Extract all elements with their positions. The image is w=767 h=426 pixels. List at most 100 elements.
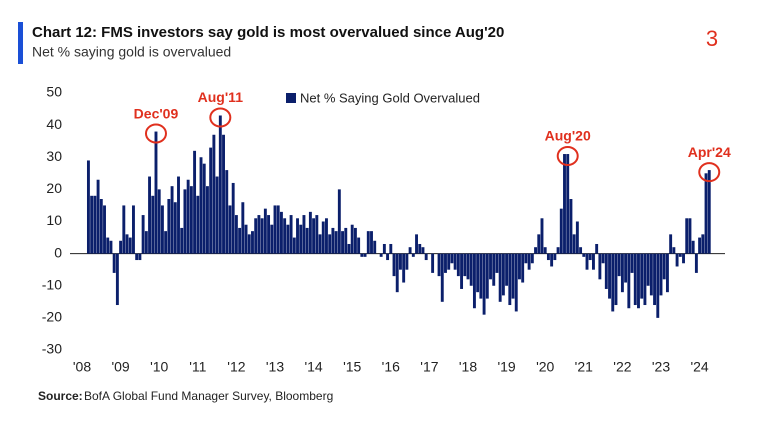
bar xyxy=(186,179,190,254)
bar xyxy=(608,253,611,299)
bar xyxy=(334,231,338,254)
bar xyxy=(479,253,483,299)
y-tick-label: 40 xyxy=(46,116,62,132)
bar xyxy=(675,253,679,267)
bar xyxy=(511,253,515,299)
source: BofA Global Fund Manager Survey, Bloombe… xyxy=(84,389,333,403)
bar xyxy=(228,205,232,254)
bar xyxy=(286,224,290,254)
x-tick-label: '18 xyxy=(459,359,477,375)
bar xyxy=(167,199,171,254)
bar xyxy=(283,218,287,254)
x-tick-label: '10 xyxy=(150,359,168,375)
legend-label: Net % Saying Gold Overvalued xyxy=(300,90,480,105)
bar xyxy=(540,218,544,254)
bar xyxy=(122,205,126,254)
bar xyxy=(569,199,573,254)
x-tick-label: '12 xyxy=(227,359,245,375)
annotation-label: Dec'09 xyxy=(134,105,179,121)
y-tick-label: 20 xyxy=(46,180,62,196)
bar xyxy=(643,253,647,306)
bar xyxy=(251,231,254,254)
bar xyxy=(99,199,103,254)
bar xyxy=(289,215,293,254)
bar xyxy=(662,253,666,280)
x-tick-label: '20 xyxy=(536,359,554,375)
x-tick-label: '15 xyxy=(343,359,361,375)
bar xyxy=(212,134,216,254)
bar xyxy=(685,218,689,254)
x-tick-label: '24 xyxy=(690,359,708,375)
bar xyxy=(141,215,145,254)
bar xyxy=(495,253,499,273)
bar xyxy=(624,253,628,283)
bar xyxy=(193,150,197,254)
page-number: 3 xyxy=(706,26,718,51)
bar xyxy=(157,189,161,254)
bar xyxy=(402,253,406,283)
title-accent xyxy=(18,22,23,64)
bar xyxy=(579,247,583,254)
bar xyxy=(337,189,341,254)
bar xyxy=(276,205,280,254)
bar xyxy=(489,253,492,280)
bar xyxy=(382,243,386,254)
annotation-circle xyxy=(698,162,721,183)
bar xyxy=(563,154,566,254)
bar xyxy=(331,227,335,254)
bar xyxy=(209,147,213,254)
bar xyxy=(389,243,393,254)
bar xyxy=(617,253,621,277)
bar xyxy=(524,253,528,264)
x-tick-label: '09 xyxy=(111,359,129,375)
bar xyxy=(366,231,370,254)
bar xyxy=(360,253,364,257)
source-label: Source: xyxy=(38,389,83,403)
bar xyxy=(698,237,702,254)
bar xyxy=(527,253,531,270)
bar xyxy=(315,215,319,254)
bar xyxy=(534,247,537,254)
bar xyxy=(90,195,94,254)
bar xyxy=(106,237,110,254)
bar xyxy=(408,247,412,254)
bar xyxy=(649,253,653,296)
bar xyxy=(318,234,322,254)
bar xyxy=(302,215,306,254)
bar xyxy=(312,218,316,254)
bar xyxy=(637,253,640,309)
bar xyxy=(260,218,264,254)
bar xyxy=(328,234,332,254)
bar xyxy=(350,224,354,254)
bar xyxy=(373,240,377,254)
bar xyxy=(604,253,608,289)
bar xyxy=(678,253,682,257)
bar xyxy=(138,253,142,261)
bar xyxy=(630,253,634,273)
bar xyxy=(418,243,422,254)
bar xyxy=(598,253,602,280)
bar xyxy=(421,247,425,254)
bar xyxy=(225,170,229,254)
bar xyxy=(575,221,579,254)
chart-title: Chart 12: FMS investors say gold is most… xyxy=(32,24,504,41)
bar xyxy=(386,253,390,261)
bar xyxy=(582,253,586,257)
bar xyxy=(691,240,695,254)
bar xyxy=(601,253,605,264)
bar xyxy=(279,211,283,254)
bar xyxy=(135,253,139,261)
bar xyxy=(543,247,547,254)
bar xyxy=(206,186,209,254)
bar xyxy=(363,253,367,257)
bar xyxy=(405,253,409,270)
bar xyxy=(485,253,489,299)
bar xyxy=(411,253,415,257)
y-tick-label: 10 xyxy=(46,212,62,228)
x-tick-label: '17 xyxy=(420,359,438,375)
bar xyxy=(646,253,650,286)
y-tick-label: -30 xyxy=(42,341,62,357)
bar xyxy=(292,237,296,254)
bar xyxy=(151,195,155,254)
x-tick-label: '08 xyxy=(73,359,91,375)
